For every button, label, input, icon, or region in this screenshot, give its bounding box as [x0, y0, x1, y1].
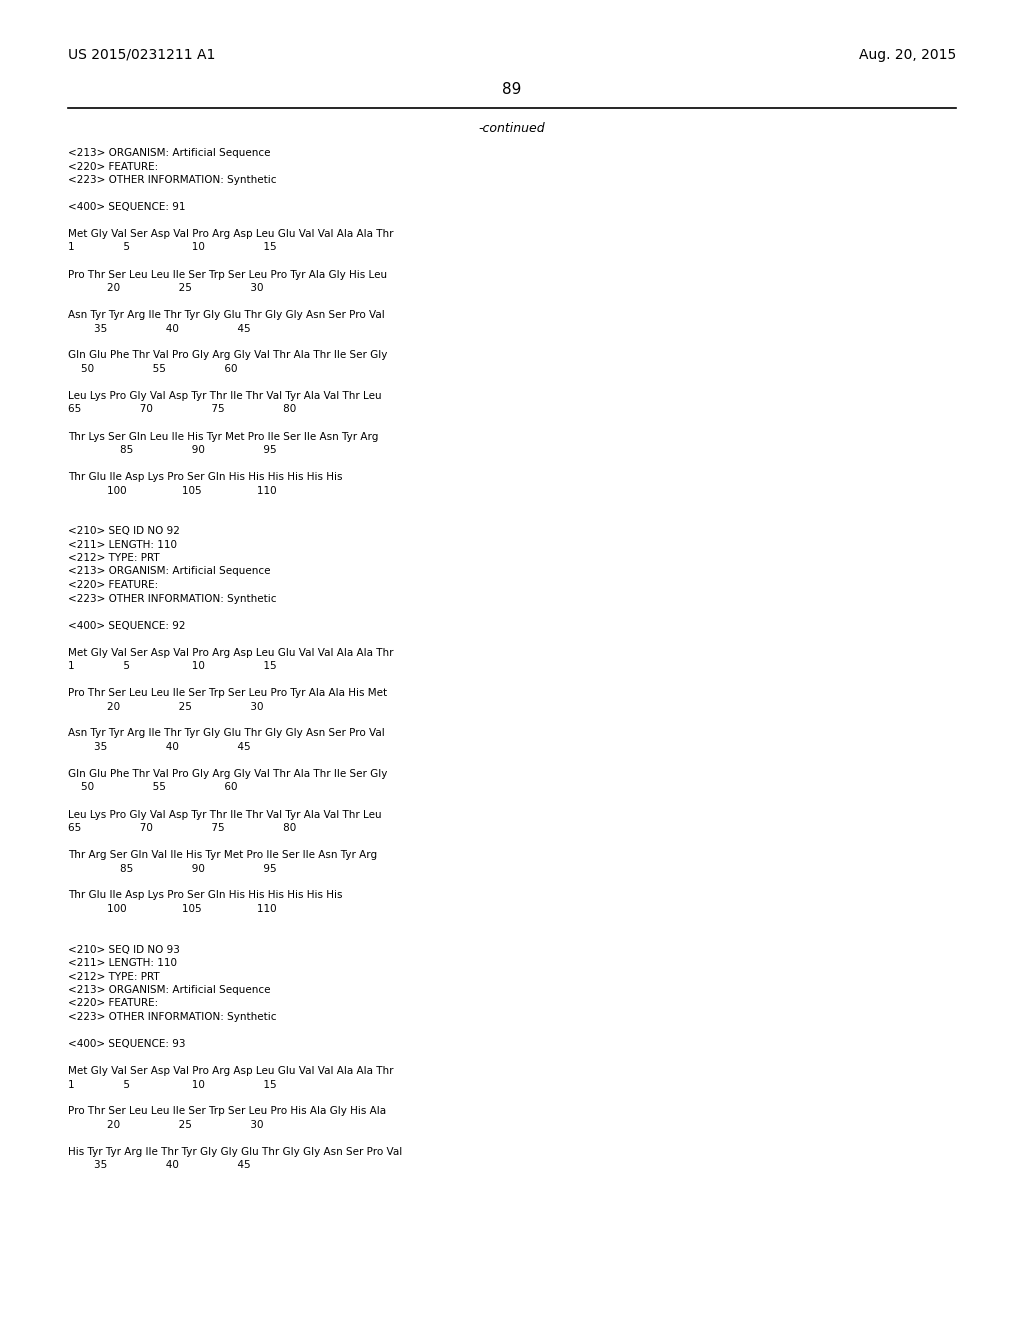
Text: Pro Thr Ser Leu Leu Ile Ser Trp Ser Leu Pro Tyr Ala Gly His Leu: Pro Thr Ser Leu Leu Ile Ser Trp Ser Leu …: [68, 269, 387, 280]
Text: <211> LENGTH: 110: <211> LENGTH: 110: [68, 958, 177, 968]
Text: 65                  70                  75                  80: 65 70 75 80: [68, 404, 296, 414]
Text: 65                  70                  75                  80: 65 70 75 80: [68, 822, 296, 833]
Text: 35                  40                  45: 35 40 45: [68, 323, 251, 334]
Text: 20                  25                  30: 20 25 30: [68, 701, 263, 711]
Text: <213> ORGANISM: Artificial Sequence: <213> ORGANISM: Artificial Sequence: [68, 566, 270, 577]
Text: <400> SEQUENCE: 93: <400> SEQUENCE: 93: [68, 1039, 185, 1049]
Text: 1               5                   10                  15: 1 5 10 15: [68, 661, 276, 671]
Text: <210> SEQ ID NO 92: <210> SEQ ID NO 92: [68, 525, 180, 536]
Text: -continued: -continued: [478, 121, 546, 135]
Text: Leu Lys Pro Gly Val Asp Tyr Thr Ile Thr Val Tyr Ala Val Thr Leu: Leu Lys Pro Gly Val Asp Tyr Thr Ile Thr …: [68, 391, 382, 401]
Text: Thr Glu Ile Asp Lys Pro Ser Gln His His His His His His: Thr Glu Ile Asp Lys Pro Ser Gln His His …: [68, 473, 342, 482]
Text: Pro Thr Ser Leu Leu Ile Ser Trp Ser Leu Pro His Ala Gly His Ala: Pro Thr Ser Leu Leu Ile Ser Trp Ser Leu …: [68, 1106, 386, 1117]
Text: 85                  90                  95: 85 90 95: [68, 445, 276, 455]
Text: 85                  90                  95: 85 90 95: [68, 863, 276, 874]
Text: Gln Glu Phe Thr Val Pro Gly Arg Gly Val Thr Ala Thr Ile Ser Gly: Gln Glu Phe Thr Val Pro Gly Arg Gly Val …: [68, 351, 387, 360]
Text: Thr Lys Ser Gln Leu Ile His Tyr Met Pro Ile Ser Ile Asn Tyr Arg: Thr Lys Ser Gln Leu Ile His Tyr Met Pro …: [68, 432, 379, 441]
Text: Thr Arg Ser Gln Val Ile His Tyr Met Pro Ile Ser Ile Asn Tyr Arg: Thr Arg Ser Gln Val Ile His Tyr Met Pro …: [68, 850, 377, 861]
Text: Asn Tyr Tyr Arg Ile Thr Tyr Gly Glu Thr Gly Gly Asn Ser Pro Val: Asn Tyr Tyr Arg Ile Thr Tyr Gly Glu Thr …: [68, 729, 385, 738]
Text: Met Gly Val Ser Asp Val Pro Arg Asp Leu Glu Val Val Ala Ala Thr: Met Gly Val Ser Asp Val Pro Arg Asp Leu …: [68, 648, 393, 657]
Text: 35                  40                  45: 35 40 45: [68, 1160, 251, 1171]
Text: <223> OTHER INFORMATION: Synthetic: <223> OTHER INFORMATION: Synthetic: [68, 1012, 276, 1022]
Text: Met Gly Val Ser Asp Val Pro Arg Asp Leu Glu Val Val Ala Ala Thr: Met Gly Val Ser Asp Val Pro Arg Asp Leu …: [68, 228, 393, 239]
Text: Met Gly Val Ser Asp Val Pro Arg Asp Leu Glu Val Val Ala Ala Thr: Met Gly Val Ser Asp Val Pro Arg Asp Leu …: [68, 1067, 393, 1076]
Text: <223> OTHER INFORMATION: Synthetic: <223> OTHER INFORMATION: Synthetic: [68, 176, 276, 185]
Text: His Tyr Tyr Arg Ile Thr Tyr Gly Gly Glu Thr Gly Gly Asn Ser Pro Val: His Tyr Tyr Arg Ile Thr Tyr Gly Gly Glu …: [68, 1147, 402, 1158]
Text: US 2015/0231211 A1: US 2015/0231211 A1: [68, 48, 215, 62]
Text: 35                  40                  45: 35 40 45: [68, 742, 251, 752]
Text: Aug. 20, 2015: Aug. 20, 2015: [859, 48, 956, 62]
Text: Leu Lys Pro Gly Val Asp Tyr Thr Ile Thr Val Tyr Ala Val Thr Leu: Leu Lys Pro Gly Val Asp Tyr Thr Ile Thr …: [68, 809, 382, 820]
Text: 89: 89: [503, 82, 521, 96]
Text: 1               5                   10                  15: 1 5 10 15: [68, 243, 276, 252]
Text: <220> FEATURE:: <220> FEATURE:: [68, 998, 159, 1008]
Text: Asn Tyr Tyr Arg Ile Thr Tyr Gly Glu Thr Gly Gly Asn Ser Pro Val: Asn Tyr Tyr Arg Ile Thr Tyr Gly Glu Thr …: [68, 310, 385, 319]
Text: 1               5                   10                  15: 1 5 10 15: [68, 1080, 276, 1089]
Text: 50                  55                  60: 50 55 60: [68, 364, 238, 374]
Text: <223> OTHER INFORMATION: Synthetic: <223> OTHER INFORMATION: Synthetic: [68, 594, 276, 603]
Text: Thr Glu Ile Asp Lys Pro Ser Gln His His His His His His: Thr Glu Ile Asp Lys Pro Ser Gln His His …: [68, 891, 342, 900]
Text: 100                 105                 110: 100 105 110: [68, 486, 276, 495]
Text: <210> SEQ ID NO 93: <210> SEQ ID NO 93: [68, 945, 180, 954]
Text: 20                  25                  30: 20 25 30: [68, 282, 263, 293]
Text: <400> SEQUENCE: 91: <400> SEQUENCE: 91: [68, 202, 185, 213]
Text: 100                 105                 110: 100 105 110: [68, 904, 276, 913]
Text: <220> FEATURE:: <220> FEATURE:: [68, 161, 159, 172]
Text: Gln Glu Phe Thr Val Pro Gly Arg Gly Val Thr Ala Thr Ile Ser Gly: Gln Glu Phe Thr Val Pro Gly Arg Gly Val …: [68, 770, 387, 779]
Text: 50                  55                  60: 50 55 60: [68, 783, 238, 792]
Text: <211> LENGTH: 110: <211> LENGTH: 110: [68, 540, 177, 549]
Text: <220> FEATURE:: <220> FEATURE:: [68, 579, 159, 590]
Text: <212> TYPE: PRT: <212> TYPE: PRT: [68, 553, 160, 564]
Text: Pro Thr Ser Leu Leu Ile Ser Trp Ser Leu Pro Tyr Ala Ala His Met: Pro Thr Ser Leu Leu Ile Ser Trp Ser Leu …: [68, 688, 387, 698]
Text: <400> SEQUENCE: 92: <400> SEQUENCE: 92: [68, 620, 185, 631]
Text: 20                  25                  30: 20 25 30: [68, 1119, 263, 1130]
Text: <212> TYPE: PRT: <212> TYPE: PRT: [68, 972, 160, 982]
Text: <213> ORGANISM: Artificial Sequence: <213> ORGANISM: Artificial Sequence: [68, 148, 270, 158]
Text: <213> ORGANISM: Artificial Sequence: <213> ORGANISM: Artificial Sequence: [68, 985, 270, 995]
